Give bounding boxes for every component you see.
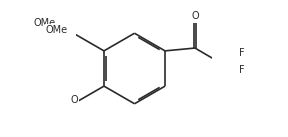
- Text: O: O: [70, 95, 78, 105]
- Text: OMe: OMe: [34, 18, 56, 28]
- Text: F: F: [239, 65, 245, 75]
- Text: F: F: [239, 48, 245, 58]
- Text: O: O: [191, 11, 199, 21]
- Text: OMe: OMe: [46, 25, 68, 35]
